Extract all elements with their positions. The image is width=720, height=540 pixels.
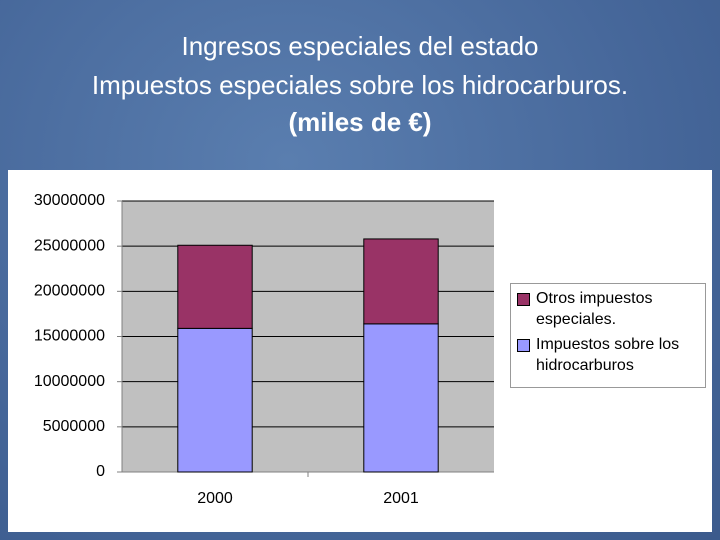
legend-swatch — [517, 339, 530, 352]
bar-segment — [177, 244, 253, 329]
legend-label: Otros impuestos especiales. — [536, 290, 653, 328]
bar-segment — [363, 238, 439, 325]
title-line: Ingresos especiales del estado — [181, 31, 538, 61]
y-tick-label: 15000000 — [34, 328, 105, 345]
bar-segment — [363, 323, 439, 473]
y-tick-label: 30000000 — [34, 192, 105, 209]
x-tick-label: 2001 — [383, 490, 419, 507]
legend: Otros impuestos especiales. Impuestos sob… — [510, 283, 706, 388]
x-tick-label: 2000 — [197, 490, 233, 507]
legend-label: Impuestos sobre los hidrocarburos — [536, 336, 680, 374]
y-tick-label: 5000000 — [43, 418, 105, 435]
y-tick-label: 20000000 — [34, 283, 105, 300]
title-line: Impuestos especiales sobre los hidrocarb… — [92, 70, 628, 100]
legend-item: Impuestos sobre los hidrocarburos — [517, 334, 701, 376]
y-tick-label: 25000000 — [34, 237, 105, 254]
legend-item: Otros impuestos especiales. — [517, 288, 701, 330]
bar-segment — [177, 327, 253, 473]
y-tick-label: 0 — [96, 463, 105, 480]
legend-swatch — [517, 293, 530, 306]
title-line: (miles de €) — [288, 107, 431, 137]
y-tick-label: 10000000 — [34, 373, 105, 390]
